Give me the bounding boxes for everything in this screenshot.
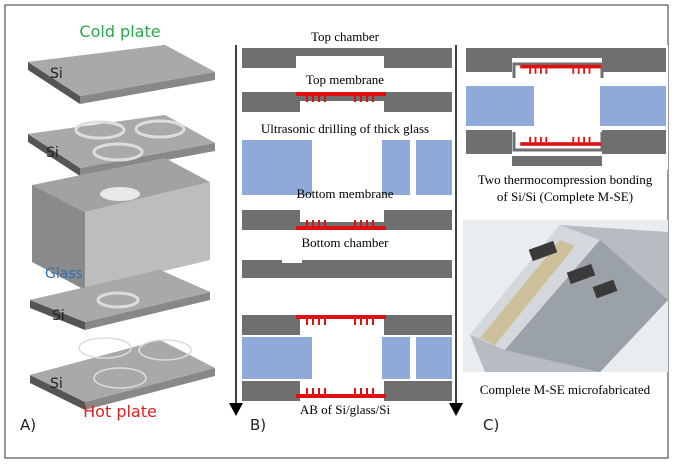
label: Si [46, 145, 59, 161]
panel-b: Top chamber Top membrane Ultrasonic dril… [229, 29, 463, 434]
caption: of Si/Si (Complete M-SE) [497, 189, 633, 204]
plate [30, 338, 215, 410]
label: Hot plate [83, 402, 157, 421]
figure: Cold plate Si Si Glass Si Si Hot plate A… [0, 0, 675, 466]
label: Glass [45, 266, 83, 282]
panel-tag: A) [20, 416, 36, 434]
label: Si [50, 376, 63, 392]
step-label: Bottom membrane [296, 186, 393, 201]
step-label: Bottom chamber [301, 235, 389, 250]
step-label: AB of Si/glass/Si [300, 402, 391, 417]
panel-tag: B) [250, 416, 266, 434]
label: Si [50, 66, 63, 82]
label: Si [52, 308, 65, 324]
panel-tag: C) [483, 416, 499, 434]
step-label: Top chamber [311, 29, 380, 44]
caption: Two thermocompression bonding [478, 172, 653, 187]
device-diagram [463, 45, 668, 170]
panel-c: Two thermocompression bonding of Si/Si (… [463, 45, 668, 434]
panel-a: Cold plate Si Si Glass Si Si Hot plate A… [20, 22, 215, 434]
label: Cold plate [79, 22, 160, 41]
device-photo [463, 220, 668, 372]
step-label: Ultrasonic drilling of thick glass [261, 121, 429, 136]
caption: Complete M-SE microfabricated [480, 382, 651, 397]
step-label: Top membrane [306, 72, 384, 87]
